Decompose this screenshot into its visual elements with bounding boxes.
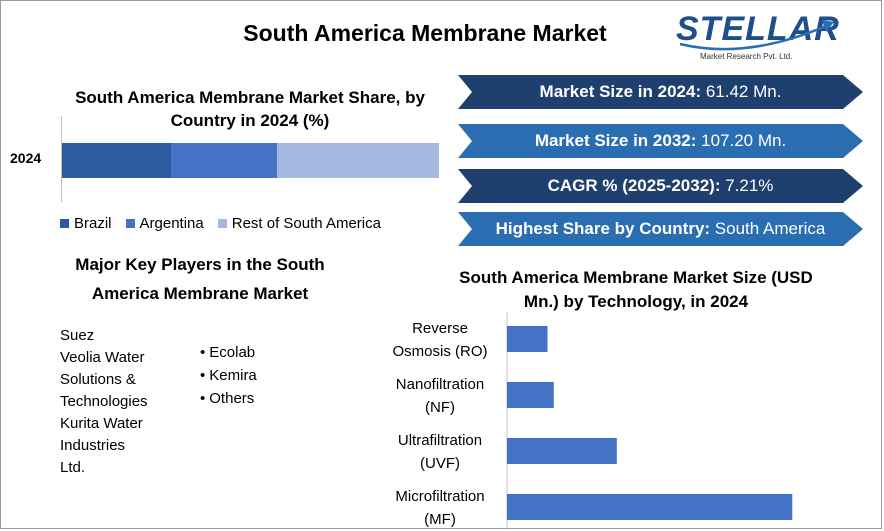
legend-label: Argentina	[139, 215, 204, 232]
key-player-item: Industries	[60, 437, 126, 454]
stat-banner-arrow-shape	[458, 212, 863, 246]
key-player-item: Suez	[60, 327, 95, 344]
stat-banner: Market Size in 2024: 61.42 Mn.	[458, 75, 863, 109]
tech-category-label: Ultrafiltration (UVF)	[398, 432, 482, 472]
key-player-item: • Kemira	[200, 367, 257, 384]
share-bar-segment	[171, 143, 277, 178]
key-players-list-1: Suez Veolia Water Solutions & Technologies K…	[60, 325, 190, 479]
key-player-item: • Others	[200, 390, 255, 407]
tech-chart-title-line2: Mn.) by Technology, in 2024	[523, 292, 749, 311]
tech-bar	[507, 382, 554, 408]
legend-label: Rest of South America	[231, 215, 381, 232]
stat-banner-text: Highest Share by Country: South America	[458, 212, 863, 246]
share-bar-segment	[62, 143, 172, 178]
stat-label: Market Size in 2032:	[534, 131, 697, 150]
bullet-icon: •	[200, 390, 206, 407]
share-chart-title: South America Membrane Market Share, by …	[75, 88, 425, 130]
stat-value: 61.42 Mn.	[701, 82, 782, 101]
share-bar-segment	[276, 143, 439, 178]
stat-banner-arrow-shape	[458, 75, 863, 109]
key-player-item: • Ecolab	[200, 344, 256, 361]
share-chart-legend: Brazil Argentina Rest of South America	[60, 215, 395, 232]
stat-banner: Highest Share by Country: South America	[458, 212, 863, 246]
stat-banner-arrow-shape	[458, 124, 863, 158]
legend-item: Brazil	[60, 215, 112, 232]
key-player-item: Veolia Water	[60, 349, 145, 366]
stat-banner-text: Market Size in 2032: 107.20 Mn.	[458, 124, 863, 158]
legend-swatch	[60, 219, 69, 228]
share-chart-year-label: 2024	[10, 150, 42, 166]
stat-banner-text: CAGR % (2025-2032): 7.21%	[458, 169, 863, 203]
logo-wordmark: STELLAR	[676, 10, 840, 48]
stat-value: 7.21%	[720, 176, 774, 195]
tech-category-label: Microfiltration (MF)	[395, 488, 484, 528]
tech-category-label: Nanofiltration (NF)	[396, 376, 484, 416]
key-player-item: Ltd.	[60, 459, 86, 476]
legend-item: Rest of South America	[217, 215, 381, 232]
tech-chart-title-line1: South America Membrane Market Size (USD	[459, 268, 813, 287]
stat-banner-arrow-shape	[458, 169, 863, 203]
tech-chart: Reverse Osmosis (RO) Nanofiltration (NF) Ult…	[393, 312, 793, 530]
stat-label: Market Size in 2024:	[539, 82, 702, 101]
legend-item: Argentina	[125, 215, 204, 232]
page-title: South America Membrane Market	[243, 20, 607, 46]
stellar-logo: STELLAR Market Research Pvt. Ltd.	[676, 8, 839, 68]
legend-label: Brazil	[74, 215, 112, 232]
logo-tagline: Market Research Pvt. Ltd.	[700, 52, 793, 61]
bullet-icon: •	[200, 344, 206, 361]
stat-value: South America	[710, 219, 826, 238]
logo-swoosh-icon	[679, 20, 834, 51]
share-chart-axis	[61, 116, 62, 202]
legend-swatch	[125, 219, 135, 228]
legend-swatch	[217, 219, 227, 228]
tech-bar	[507, 494, 793, 520]
tech-chart-title: South America Membrane Market Size (USD …	[446, 266, 826, 314]
stat-banner-text: Market Size in 2024: 61.42 Mn.	[458, 75, 863, 109]
tech-bar	[507, 438, 617, 464]
key-player-item: Technologies	[60, 393, 148, 410]
key-players-title-line2: America Membrane Market	[91, 284, 309, 303]
key-players-list-2: • Ecolab • Kemira • Others	[200, 341, 320, 410]
stat-label: Highest Share by Country:	[495, 219, 711, 238]
key-player-item: Kurita Water	[60, 415, 143, 432]
stat-value: 107.20 Mn.	[696, 131, 787, 150]
bullet-icon: •	[200, 367, 206, 384]
key-player-item: Solutions &	[60, 371, 136, 388]
key-players-title-line1: Major Key Players in the South	[75, 255, 325, 274]
stat-banner: CAGR % (2025-2032): 7.21%	[458, 169, 863, 203]
tech-bar	[507, 326, 548, 352]
stat-label: CAGR % (2025-2032):	[547, 176, 721, 195]
key-players-title: Major Key Players in the South America M…	[50, 250, 350, 308]
tech-category-label: Reverse Osmosis (RO)	[393, 320, 488, 360]
stat-banner: Market Size in 2032: 107.20 Mn.	[458, 124, 863, 158]
share-chart-bar	[62, 143, 439, 178]
